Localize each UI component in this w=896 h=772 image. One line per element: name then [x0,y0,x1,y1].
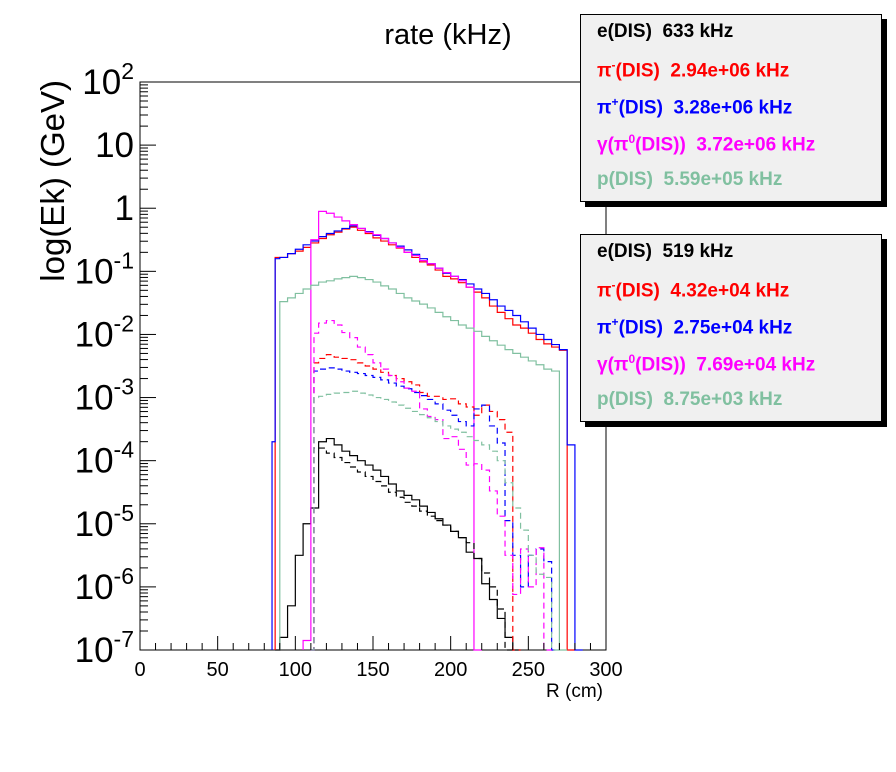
legend-source: (DIS) [607,241,658,262]
series-line-solid-1 [274,226,575,651]
legend-particle: p [597,169,609,190]
legend-superscript: - [611,58,616,72]
series-layer [271,210,583,651]
y-axis-label: log(Ek) (GeV) [34,80,71,282]
series-line-dashed-9 [310,390,560,651]
legend-superscript: + [611,95,619,109]
legend-entry: e(DIS) 633 kHz [597,21,733,43]
legend-superscript: - [611,278,616,292]
legend-solid: e(DIS) 633 kHz π-(DIS) 2.94e+06 kHz π+(DIS… [580,14,882,202]
legend-value: 8.75e+03 kHz [658,389,783,410]
legend-entry: p(DIS) 5.59e+05 kHz [597,169,782,191]
legend-value: 2.75e+04 kHz [668,317,793,339]
legend-entry: π+(DIS) 3.28e+06 kHz [597,95,792,119]
legend-value: 633 kHz [657,21,734,42]
legend-particle: γ(π [597,354,629,376]
legend-superscript: 0 [628,352,636,366]
legend-source: (DIS) [608,389,659,410]
chart-title: rate (kHz) [384,19,511,51]
legend-value: 7.69e+04 kHz [691,354,816,376]
legend-particle: e [597,21,608,42]
legend-particle: π [597,97,612,119]
x-tick-label: 200 [434,659,467,681]
x-tick-label: 150 [356,659,389,681]
legend-superscript: 0 [628,132,636,146]
y-tick-label: 10-4 [75,437,135,481]
legend-entry: p(DIS) 8.75e+03 kHz [597,389,782,411]
legend-particle: p [597,389,609,410]
x-tick-label: 250 [512,659,545,681]
legend-source: (DIS) [607,21,658,42]
legend-superscript: + [611,315,619,329]
legend-value: 519 kHz [657,241,734,262]
y-tick-label: 10 [95,126,134,165]
legend-source: (DIS) [618,317,669,339]
legend-value: 3.72e+06 kHz [691,134,816,156]
y-tick-label: 10-3 [75,374,134,418]
legend-entry: π-(DIS) 4.32e+04 kHz [597,278,789,302]
legend-particle: π [597,60,612,82]
legend-source: (DIS) [618,97,669,119]
x-axis-label: R (cm) [546,681,603,702]
legend-particle: π [597,280,612,302]
legend-dashed: e(DIS) 519 kHz π-(DIS) 4.32e+04 kHz π+(DIS… [580,234,882,422]
legend-value: 5.59e+05 kHz [658,169,783,190]
y-tick-label: 10-7 [75,626,134,670]
y-tick-label: 10-2 [75,310,134,354]
legend-source: (DIS) [608,169,659,190]
legend-value: 4.32e+04 kHz [665,280,790,302]
y-tick-label: 10-6 [75,563,134,607]
legend-source: (DIS)) [635,134,692,156]
legend-source: (DIS) [615,60,666,82]
legend-particle: π [597,317,612,339]
series-line-dashed-6 [310,354,521,651]
legend-entry: γ(π0(DIS)) 7.69e+04 kHz [597,352,815,376]
legend-value: 2.94e+06 kHz [665,60,790,82]
legend-entry: γ(π0(DIS)) 3.72e+06 kHz [597,132,815,156]
y-tick-label: 102 [82,58,134,102]
legend-entry: e(DIS) 519 kHz [597,241,733,263]
legend-entry: π-(DIS) 2.94e+06 kHz [597,58,789,82]
legend-particle: γ(π [597,134,629,156]
series-line-dashed-7 [310,367,560,651]
x-tick-label: 100 [279,659,312,681]
legend-value: 3.28e+06 kHz [668,97,793,119]
series-line-dashed-5 [310,447,513,651]
y-tick-label: 10-5 [75,500,134,544]
y-tick-label: 10-1 [75,247,134,291]
x-tick-label: 300 [589,659,622,681]
legend-entry: π+(DIS) 2.75e+04 kHz [597,315,792,339]
legend-particle: e [597,241,608,262]
series-line-solid-4 [279,275,568,651]
legend-source: (DIS)) [635,354,692,376]
x-tick-label: 50 [207,659,229,681]
x-tick-label: 0 [134,659,145,681]
y-tick-label: 1 [115,189,134,228]
series-line-solid-3 [302,210,482,651]
series-line-solid-0 [275,437,521,651]
axis-layer: 0 50 100 150 200 250 300 10-7 10-6 10-5 10-4 10-3 10… [75,58,623,681]
legend-source: (DIS) [615,280,666,302]
